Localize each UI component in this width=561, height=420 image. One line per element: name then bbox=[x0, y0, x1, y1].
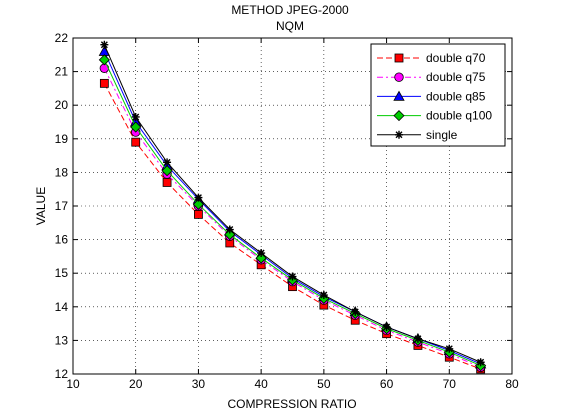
data-point bbox=[99, 78, 109, 88]
x-axis-label: COMPRESSION RATIO bbox=[227, 397, 356, 411]
x-tick-label: 50 bbox=[317, 377, 331, 391]
data-point bbox=[98, 54, 110, 66]
y-tick-label: 13 bbox=[55, 333, 69, 347]
legend-marker bbox=[395, 130, 403, 139]
chart-subtitle: NQM bbox=[276, 19, 304, 33]
legend-marker bbox=[394, 53, 404, 63]
chart-title: METHOD JPEG-2000 bbox=[231, 3, 349, 17]
x-tick-label: 40 bbox=[254, 377, 268, 391]
legend-label: double q100 bbox=[426, 109, 492, 123]
y-axis-label: VALUE bbox=[34, 187, 48, 225]
legend: double q70 double q75 double q85 double q10… bbox=[370, 43, 506, 147]
data-point bbox=[194, 193, 203, 202]
legend-box bbox=[370, 43, 506, 147]
data-point bbox=[445, 344, 454, 353]
data-point bbox=[194, 209, 203, 219]
y-tick-label: 16 bbox=[55, 233, 69, 247]
legend-entry: single bbox=[377, 128, 458, 142]
ticks: 10 20 30 40 50 60 70 80 12 13 14 15 16 17 18 19 20 21 22 bbox=[55, 31, 519, 391]
data-point bbox=[130, 121, 142, 133]
legend-entry: double q75 bbox=[377, 70, 486, 84]
data-point bbox=[162, 178, 172, 187]
legend-entry: double q70 bbox=[377, 51, 486, 65]
x-tick-label: 10 bbox=[66, 377, 80, 391]
x-tick-label: 70 bbox=[443, 377, 457, 391]
legend-label: double q75 bbox=[426, 70, 486, 84]
data-point bbox=[476, 358, 485, 367]
y-tick-label: 17 bbox=[55, 199, 69, 213]
y-tick-label: 21 bbox=[55, 65, 69, 79]
data-point bbox=[319, 291, 328, 300]
y-tick-label: 14 bbox=[55, 300, 69, 314]
data-point bbox=[257, 249, 266, 258]
x-tick-label: 60 bbox=[380, 377, 394, 391]
y-tick-label: 22 bbox=[55, 31, 69, 45]
data-point bbox=[288, 272, 297, 281]
y-tick-label: 15 bbox=[55, 266, 69, 280]
data-point bbox=[351, 307, 360, 316]
data-point bbox=[225, 225, 234, 234]
data-point bbox=[161, 165, 173, 177]
y-tick-label: 18 bbox=[55, 165, 69, 179]
x-tick-label: 30 bbox=[192, 377, 206, 391]
legend-label: double q85 bbox=[426, 89, 486, 103]
data-point bbox=[163, 158, 172, 167]
series-group bbox=[98, 40, 487, 374]
legend-marker bbox=[393, 110, 405, 122]
series-single bbox=[100, 40, 485, 367]
x-tick-label: 80 bbox=[505, 377, 519, 391]
data-point bbox=[131, 137, 141, 147]
y-tick-label: 19 bbox=[55, 132, 69, 146]
data-point bbox=[100, 40, 109, 49]
x-tick-label: 20 bbox=[129, 377, 143, 391]
data-point bbox=[413, 334, 422, 343]
legend-entry: double q100 bbox=[377, 109, 492, 123]
y-tick-label: 20 bbox=[55, 98, 69, 112]
data-point bbox=[382, 322, 391, 331]
y-tick-label: 12 bbox=[55, 367, 69, 381]
legend-marker bbox=[394, 72, 404, 82]
data-point bbox=[131, 112, 140, 121]
data-point bbox=[192, 198, 204, 210]
legend-label: single bbox=[426, 128, 458, 142]
legend-entry: double q85 bbox=[377, 89, 486, 103]
legend-marker bbox=[393, 90, 405, 101]
legend-label: double q70 bbox=[426, 51, 486, 65]
